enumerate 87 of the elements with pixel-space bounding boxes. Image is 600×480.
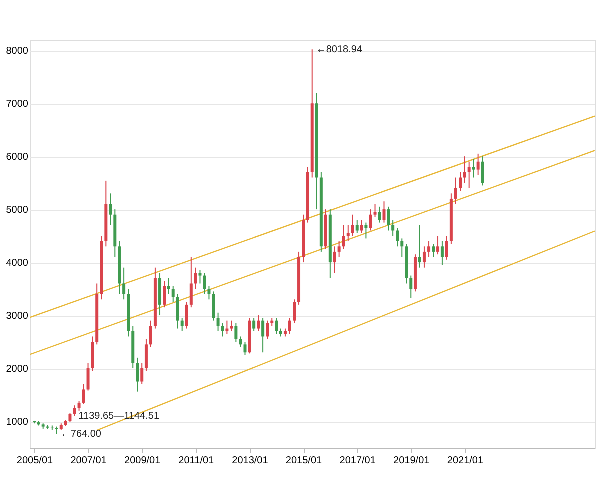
candlestick <box>163 280 166 308</box>
candlestick <box>293 299 296 324</box>
candlestick <box>288 318 292 335</box>
y-tick-label: 8000 <box>6 46 29 58</box>
candlestick <box>262 318 265 354</box>
x-tick-label: 2005/01 <box>16 456 54 466</box>
candlestick <box>481 156 484 186</box>
candlestick <box>275 318 278 335</box>
candlestick <box>194 267 198 290</box>
candlestick <box>140 362 144 385</box>
candlestick <box>73 405 76 417</box>
candlestick <box>144 338 148 372</box>
candlestick <box>244 342 247 356</box>
candlestick <box>266 320 270 340</box>
y-tick-label: 7000 <box>6 99 29 110</box>
candlestick <box>333 246 336 274</box>
candlestick <box>454 177 458 205</box>
candlestick <box>378 206 382 224</box>
candlestick <box>208 286 211 300</box>
candlestick <box>198 270 202 284</box>
candlestick <box>476 153 480 176</box>
candlestick <box>463 156 466 184</box>
candlestick <box>234 322 238 343</box>
candlestick <box>351 214 354 237</box>
candlestick <box>338 240 341 258</box>
candlestick <box>176 294 180 330</box>
candlestick <box>356 220 359 234</box>
candlestick <box>168 278 171 295</box>
candlestick <box>436 236 440 256</box>
candlestick <box>382 201 386 224</box>
candlestick <box>369 209 372 232</box>
y-tick-label: 3000 <box>6 311 29 322</box>
x-tick-label: 2011/01 <box>178 456 215 466</box>
candlestick <box>342 224 346 250</box>
y-tick-label: 5000 <box>6 205 29 216</box>
x-tick-label: 2009/01 <box>124 456 162 466</box>
candlestick <box>226 320 229 335</box>
candlestick <box>468 161 471 189</box>
candlestick <box>78 400 81 412</box>
y-tick-label: 6000 <box>6 152 29 164</box>
candlestick <box>428 240 431 258</box>
candlestick <box>392 220 395 237</box>
candlestick <box>396 228 400 248</box>
y-tick-label: 2000 <box>6 364 29 376</box>
candlestick <box>221 322 224 338</box>
x-tick-label: 2007/01 <box>70 456 108 466</box>
candlestick <box>387 206 390 232</box>
candlestick <box>122 267 126 300</box>
candlestick <box>360 220 364 234</box>
candlestick <box>422 246 426 268</box>
candlestick <box>149 320 152 348</box>
candlestick <box>203 272 206 295</box>
candlestick <box>364 222 368 240</box>
candlestick <box>86 362 90 392</box>
candlestick <box>374 204 377 218</box>
candlestick <box>180 318 184 332</box>
candlestick <box>212 291 216 322</box>
x-tick-label: 2021/01 <box>447 456 484 466</box>
candlestick <box>109 193 112 226</box>
y-tick-label: 4000 <box>6 258 29 270</box>
candlestick <box>400 238 404 258</box>
candlestick <box>216 312 220 332</box>
x-tick-label: 2015/01 <box>286 456 323 466</box>
candlestick <box>445 236 448 260</box>
candlestick <box>185 302 188 330</box>
candlestick <box>472 158 476 178</box>
candlestick <box>50 425 54 430</box>
candlestick <box>172 286 175 303</box>
candlestick <box>190 256 193 308</box>
candlestick <box>252 318 256 332</box>
annotation: ←764.00 <box>60 429 102 440</box>
x-tick-label: 2013/01 <box>232 456 269 466</box>
x-tick-label: 2019/01 <box>394 456 430 466</box>
annotation: ←8018.94 <box>316 44 363 56</box>
candlestick <box>82 384 86 405</box>
candlestick <box>257 315 260 332</box>
candlestick <box>440 240 444 266</box>
candlestick <box>346 224 350 242</box>
x-tick-label: 2017/01 <box>340 456 376 466</box>
candlestick <box>410 275 413 299</box>
y-tick-label: 1000 <box>6 417 29 428</box>
candlestick <box>239 336 242 348</box>
candlestick <box>418 224 422 268</box>
candlestick <box>458 172 462 192</box>
candlestick <box>432 244 436 258</box>
candlestick <box>230 320 234 332</box>
candlestick <box>136 357 140 392</box>
